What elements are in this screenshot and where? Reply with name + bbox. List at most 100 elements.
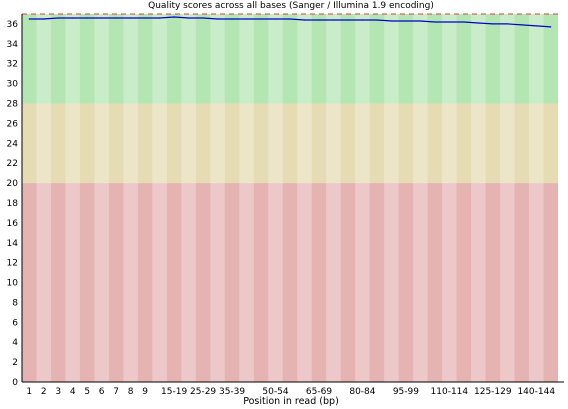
quality-band-0: [22, 14, 558, 104]
y-tick-label: 2: [12, 358, 18, 368]
quality-bands: [22, 14, 558, 382]
stripe-25: [384, 14, 399, 382]
data-point: [130, 17, 132, 19]
stripe-31: [471, 14, 486, 382]
quality-band-2: [22, 183, 558, 382]
stripe-21: [326, 14, 341, 382]
data-point: [434, 21, 436, 23]
stripe-11: [181, 14, 196, 382]
data-point: [289, 18, 291, 20]
stripe-7: [123, 14, 138, 382]
y-tick-label: 10: [7, 279, 19, 289]
data-point: [303, 19, 306, 21]
y-tick-label: 20: [7, 179, 19, 189]
x-tick-label: 6: [99, 387, 105, 397]
stripe-15: [239, 14, 254, 382]
quality-band-1: [22, 103, 558, 184]
y-tick-label: 0: [12, 378, 18, 388]
data-point: [101, 17, 103, 19]
stripe-9: [152, 14, 167, 382]
series-layer: [28, 16, 552, 28]
y-tick-label: 36: [7, 20, 19, 30]
data-point: [144, 17, 146, 19]
data-point: [390, 20, 393, 22]
data-point: [115, 17, 117, 19]
stripe-23: [355, 14, 370, 382]
data-point: [86, 17, 88, 19]
y-tick-label: 30: [7, 80, 19, 90]
stripe-17: [268, 14, 283, 382]
alternating-stripes: [36, 14, 544, 382]
y-tick-label: 34: [7, 40, 19, 50]
y-tick-label: 14: [7, 239, 19, 249]
data-point: [347, 19, 349, 21]
data-point: [72, 17, 74, 19]
data-point: [535, 25, 537, 27]
data-point: [477, 22, 479, 24]
x-tick-label: 110-114: [431, 387, 469, 397]
data-point: [43, 18, 45, 20]
y-tick-label: 16: [7, 219, 19, 229]
x-tick-label: 2: [41, 387, 47, 397]
axes: [21, 14, 564, 383]
x-tick-label: 35-39: [219, 387, 245, 397]
data-point: [448, 21, 450, 23]
data-point: [463, 21, 465, 23]
data-point: [187, 17, 190, 19]
data-point: [318, 19, 320, 21]
chart-title: Quality scores across all bases (Sanger …: [148, 1, 434, 11]
data-point: [28, 18, 30, 20]
data-point: [521, 24, 523, 26]
x-tick-label: 95-99: [393, 387, 419, 397]
stripe-19: [297, 14, 312, 382]
data-point: [332, 19, 335, 21]
data-point: [492, 23, 494, 25]
stripe-3: [65, 14, 80, 382]
y-tick-label: 22: [7, 159, 18, 169]
x-tick-labels: 1 2 3 4 5 6 7 8 9 15-19 25-29 35-39 50-54 65-69 80-84 9…: [26, 387, 555, 397]
x-tick-label: 7: [113, 387, 119, 397]
y-tick-label: 8: [12, 298, 18, 308]
x-tick-label: 15-19: [161, 387, 187, 397]
y-tick-label: 12: [7, 259, 18, 269]
y-tick-label: 28: [7, 100, 19, 110]
x-tick-label: 4: [70, 387, 76, 397]
data-point: [260, 18, 262, 20]
stripe-35: [529, 14, 544, 382]
data-point: [216, 18, 219, 20]
data-point: [231, 18, 233, 20]
data-point: [550, 26, 552, 28]
x-tick-label: 140-144: [517, 387, 555, 397]
data-point: [419, 20, 421, 22]
stripe-33: [500, 14, 515, 382]
stripe-27: [413, 14, 428, 382]
x-tick-label: 65-69: [306, 387, 332, 397]
stripe-13: [210, 14, 225, 382]
data-point: [274, 18, 277, 20]
x-tick-label: 8: [128, 387, 134, 397]
data-point: [376, 19, 378, 21]
y-tick-label: 32: [7, 60, 18, 70]
stripe-5: [94, 14, 109, 382]
data-point: [57, 17, 59, 19]
y-tick-label: 18: [7, 199, 19, 209]
stripe-1: [36, 14, 51, 382]
y-tick-label: 26: [7, 119, 19, 129]
x-tick-label: 80-84: [349, 387, 375, 397]
x-tick-label: 25-29: [190, 387, 216, 397]
data-point: [506, 23, 508, 25]
x-tick-label: 3: [55, 387, 61, 397]
data-point: [159, 17, 161, 19]
y-tick-label: 24: [7, 139, 19, 149]
x-tick-label: 9: [142, 387, 148, 397]
data-point: [173, 16, 175, 18]
x-tick-label: 5: [84, 387, 90, 397]
data-point: [405, 20, 407, 22]
x-tick-label: 50-54: [262, 387, 288, 397]
data-point: [202, 17, 204, 19]
y-tick-label: 4: [12, 338, 18, 348]
x-tick-label: 125-129: [474, 387, 512, 397]
y-tick-label: 6: [12, 318, 18, 328]
